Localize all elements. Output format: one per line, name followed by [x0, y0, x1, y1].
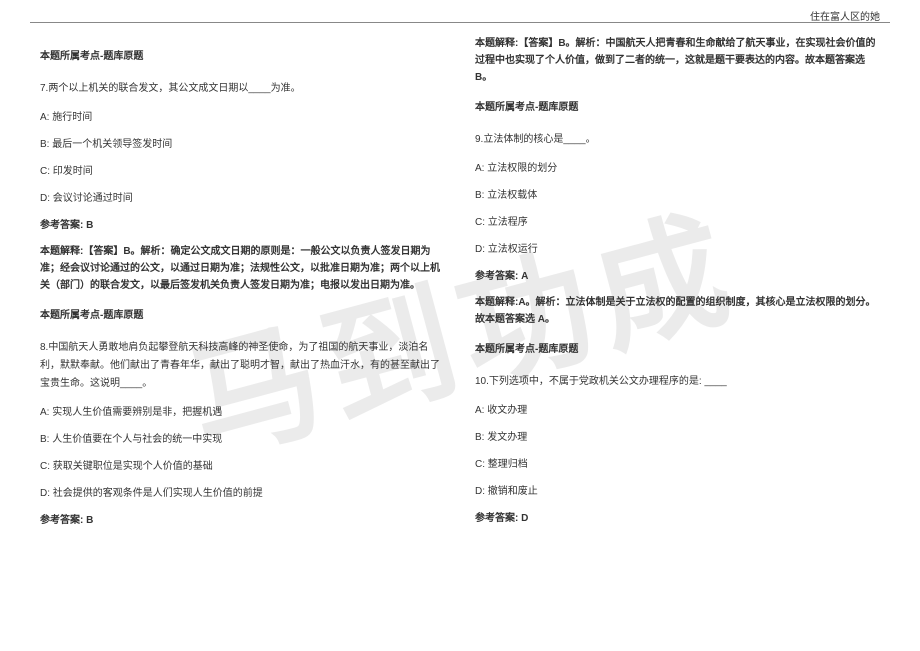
- q9-explanation: 本题解释:A。解析：立法体制是关于立法权的配置的组织制度，其核心是立法权限的划分…: [475, 294, 880, 328]
- question-9-text: 9.立法体制的核心是____。: [475, 131, 880, 149]
- question-8-text: 8.中国航天人勇敢地肩负起攀登航天科技高峰的神圣使命，为了祖国的航天事业，淡泊名…: [40, 339, 445, 393]
- q7-answer: 参考答案: B: [40, 218, 445, 233]
- q8-option-d: D: 社会提供的客观条件是人们实现人生价值的前提: [40, 486, 445, 501]
- q7-option-d: D: 会议讨论通过时间: [40, 191, 445, 206]
- q9-option-a: A: 立法权限的划分: [475, 161, 880, 176]
- q9-option-d: D: 立法权运行: [475, 242, 880, 257]
- right-column: 本题解释:【答案】B。解析：中国航天人把青春和生命献给了航天事业，在实现社会价值…: [475, 35, 880, 631]
- q9-option-c: C: 立法程序: [475, 215, 880, 230]
- horizontal-rule-top: [30, 22, 890, 23]
- q8-explanation-cont: 本题解释:【答案】B。解析：中国航天人把青春和生命献给了航天事业，在实现社会价值…: [475, 35, 880, 86]
- q8-option-a: A: 实现人生价值需要辨别是非，把握机遇: [40, 405, 445, 420]
- q7-option-b: B: 最后一个机关领导签发时间: [40, 137, 445, 152]
- topic-tag: 本题所属考点-题库原题: [475, 100, 880, 115]
- question-7-text: 7.两个以上机关的联合发文，其公文成文日期以____为准。: [40, 80, 445, 98]
- q8-answer: 参考答案: B: [40, 513, 445, 528]
- q10-option-c: C: 整理归档: [475, 457, 880, 472]
- topic-tag: 本题所属考点-题库原题: [475, 342, 880, 357]
- q8-option-b: B: 人生价值要在个人与社会的统一中实现: [40, 432, 445, 447]
- q7-option-c: C: 印发时间: [40, 164, 445, 179]
- left-column: 本题所属考点-题库原题 7.两个以上机关的联合发文，其公文成文日期以____为准…: [40, 35, 445, 631]
- topic-tag: 本题所属考点-题库原题: [40, 308, 445, 323]
- q10-option-d: D: 撤销和废止: [475, 484, 880, 499]
- q10-option-a: A: 收文办理: [475, 403, 880, 418]
- q7-explanation: 本题解释:【答案】B。解析：确定公文成文日期的原则是：一般公文以负责人签发日期为…: [40, 243, 445, 294]
- header-right-text: 住在富人区的她: [810, 8, 880, 23]
- q9-option-b: B: 立法权载体: [475, 188, 880, 203]
- q7-option-a: A: 施行时间: [40, 110, 445, 125]
- topic-tag: 本题所属考点-题库原题: [40, 49, 445, 64]
- q10-answer: 参考答案: D: [475, 511, 880, 526]
- question-10-text: 10.下列选项中，不属于党政机关公文办理程序的是: ____: [475, 373, 880, 391]
- q8-option-c: C: 获取关键职位是实现个人价值的基础: [40, 459, 445, 474]
- content-container: 本题所属考点-题库原题 7.两个以上机关的联合发文，其公文成文日期以____为准…: [40, 35, 880, 631]
- q9-answer: 参考答案: A: [475, 269, 880, 284]
- q10-option-b: B: 发文办理: [475, 430, 880, 445]
